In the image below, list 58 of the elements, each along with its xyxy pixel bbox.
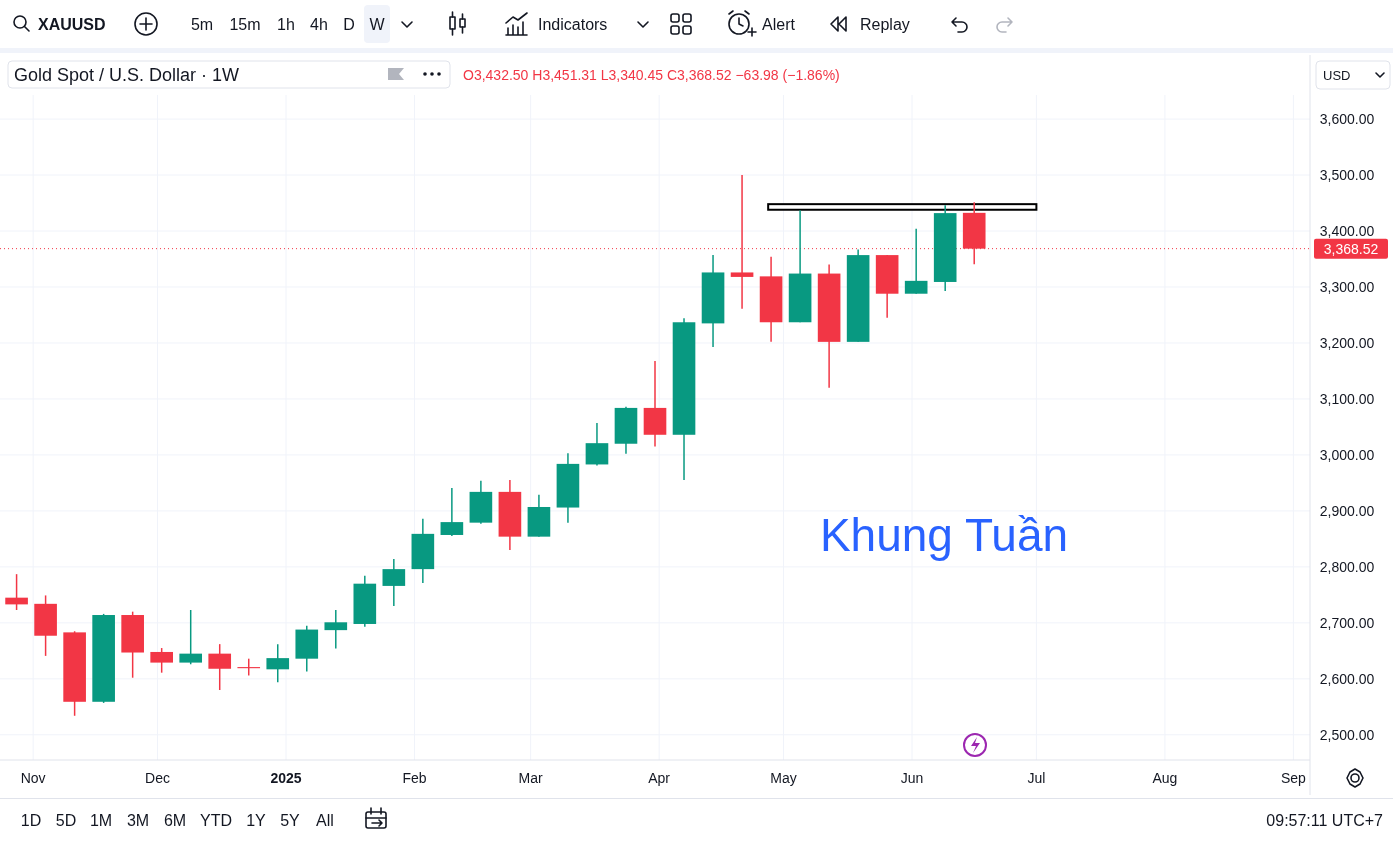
candlestick	[208, 643, 232, 691]
text: W	[369, 16, 386, 33]
text: 1h	[277, 16, 295, 33]
annotation: Khung Tuần	[819, 509, 1069, 561]
x-tick-label: May	[770, 770, 797, 786]
text: All	[316, 812, 334, 829]
x-tick-label: Aug	[1152, 770, 1178, 786]
y-tick-label: 3,600.00	[1319, 111, 1375, 128]
text: 15m	[229, 16, 261, 33]
candlestick	[382, 558, 406, 607]
text: USD	[1323, 68, 1351, 83]
text: 5D	[55, 812, 77, 829]
x-tick-label: Nov	[20, 770, 46, 786]
y-tick-label: 2,500.00	[1319, 726, 1375, 743]
text: 6M	[163, 812, 187, 829]
candlestick	[150, 647, 173, 674]
text: 1M	[89, 812, 113, 829]
y-tick-label: 2,600.00	[1319, 670, 1375, 687]
text: D	[343, 16, 355, 33]
y-tick-label: 2,800.00	[1319, 558, 1375, 575]
y-tick-label: 3,300.00	[1319, 279, 1375, 295]
x-tick-label: Feb	[402, 770, 427, 786]
candlestick	[440, 487, 464, 537]
text: Indicators	[538, 16, 608, 33]
x-tick-label: Jul	[1027, 770, 1046, 786]
candlestick	[266, 643, 290, 683]
text: 1D	[20, 812, 42, 829]
y-tick-label: 3,000.00	[1319, 446, 1375, 463]
text: XAUUSD	[38, 16, 106, 33]
y-tick-label: 3,400.00	[1319, 223, 1375, 240]
candlestick	[179, 609, 203, 666]
text: Replay	[860, 16, 910, 33]
candlestick	[904, 228, 928, 295]
text: 1Y	[246, 812, 267, 829]
y-tick-label: 3,200.00	[1319, 334, 1375, 351]
candlestick	[585, 422, 609, 467]
candlestick	[5, 573, 28, 611]
ref-line-label: 3,368.52	[1323, 240, 1379, 257]
text: 3M	[126, 812, 150, 829]
text: YTD	[200, 812, 232, 829]
y-tick-label: 3,500.00	[1319, 167, 1375, 184]
x-tick-label: Dec	[145, 770, 170, 786]
y-tick-label: 2,900.00	[1319, 502, 1375, 519]
chart-subtitle: O3,432.50 H3,451.31 L3,340.45 C3,368.52 −63.98 (−1.86%)	[463, 67, 840, 83]
x-tick-label: Sep	[1280, 770, 1307, 786]
text: Alert	[762, 16, 796, 33]
x-tick-label: Mar	[518, 770, 544, 786]
x-tick-label: Apr	[648, 770, 671, 786]
text: 09:57:11 UTC+7	[1266, 812, 1384, 829]
text: 5m	[190, 16, 214, 33]
text: 4h	[310, 16, 328, 33]
chart-title: Gold Spot / U.S. Dollar · 1W	[14, 65, 240, 85]
y-tick-label: 2,700.00	[1319, 614, 1375, 631]
text: 5Y	[280, 812, 301, 829]
x-tick-label: 2025	[270, 770, 302, 786]
y-tick-label: 3,100.00	[1319, 390, 1375, 407]
candlestick	[324, 609, 348, 650]
x-tick-label: Jun	[900, 770, 924, 786]
